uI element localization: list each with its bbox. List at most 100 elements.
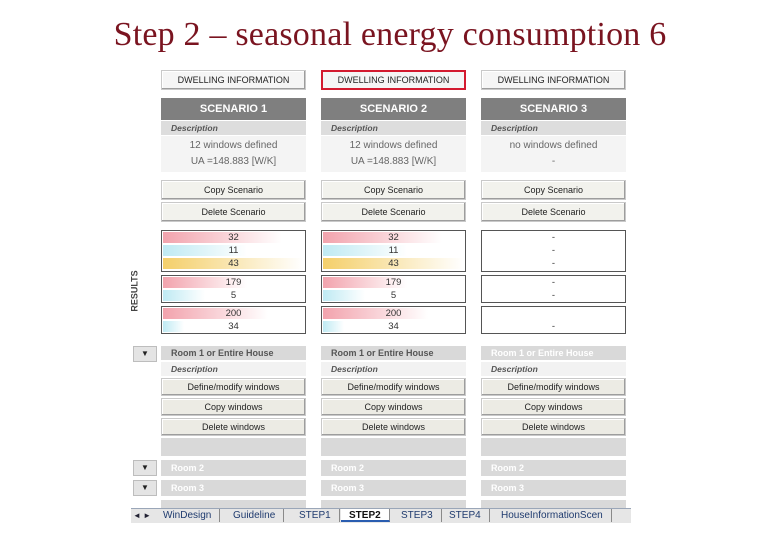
tab-guideline[interactable]: Guideline (225, 509, 285, 522)
define-windows-button[interactable]: Define/modify windows (481, 378, 626, 396)
gray-spacer (161, 438, 306, 456)
room2-dropdown-icon[interactable]: ▼ (133, 460, 157, 476)
delete-scenario-button[interactable]: Delete Scenario (481, 202, 626, 222)
define-windows-button[interactable]: Define/modify windows (161, 378, 306, 396)
scenario-header: SCENARIO 3 (481, 98, 626, 120)
room1-header: Room 1 or Entire House (321, 346, 466, 360)
description-line: UA =148.883 [W/K] (350, 156, 437, 167)
gray-spacer (481, 438, 626, 456)
result-bar (163, 277, 247, 288)
result-bar (163, 232, 282, 243)
results-box: 179 5 (321, 275, 466, 303)
result-row: - (482, 244, 625, 257)
copy-scenario-button[interactable]: Copy Scenario (161, 180, 306, 200)
room1-dropdown-icon[interactable]: ▼ (133, 346, 157, 362)
description-text: 12 windows defined UA =148.883 [W/K] (161, 136, 306, 172)
tab-step1[interactable]: STEP1 (291, 509, 340, 522)
tab-windesign[interactable]: WinDesign (155, 509, 221, 522)
sheet-tab-bar: ◄ ► WinDesign Guideline STEP1 STEP2 STEP… (131, 508, 631, 523)
description-header: Description (321, 121, 466, 135)
delete-scenario-button[interactable]: Delete Scenario (161, 202, 306, 222)
tab-house-information[interactable]: HouseInformationScen (493, 509, 612, 522)
dwelling-information-button[interactable]: DWELLING INFORMATION (161, 70, 306, 90)
room1-header: Room 1 or Entire House (161, 346, 306, 360)
room3-dropdown-icon[interactable]: ▼ (133, 480, 157, 496)
result-bar (323, 245, 407, 256)
result-row: 32 (322, 231, 465, 244)
result-value: 200 (225, 308, 242, 319)
result-value: 11 (228, 245, 239, 256)
result-row: 200 (322, 307, 465, 320)
result-bar (323, 308, 428, 319)
results-box: - - - (481, 230, 626, 272)
description-line: 12 windows defined (349, 140, 438, 151)
result-bar (163, 290, 205, 301)
copy-windows-button[interactable]: Copy windows (161, 398, 306, 416)
dwelling-information-button[interactable]: DWELLING INFORMATION (321, 70, 466, 90)
result-value: 34 (228, 321, 239, 332)
copy-windows-button[interactable]: Copy windows (481, 398, 626, 416)
result-value: 5 (390, 290, 397, 301)
room3-header: Room 3 (161, 480, 306, 496)
description-line: 12 windows defined (189, 140, 278, 151)
result-row: 34 (162, 320, 305, 333)
description-line: - (551, 156, 556, 167)
delete-scenario-button[interactable]: Delete Scenario (321, 202, 466, 222)
result-row: - (482, 257, 625, 270)
result-row: 43 (162, 257, 305, 270)
result-row: 11 (162, 244, 305, 257)
define-windows-button[interactable]: Define/modify windows (321, 378, 466, 396)
description-line: no windows defined (509, 140, 598, 151)
result-row: 200 (162, 307, 305, 320)
copy-windows-button[interactable]: Copy windows (321, 398, 466, 416)
result-value: - (551, 245, 556, 256)
description-line: UA =148.883 [W/K] (190, 156, 277, 167)
tab-step3[interactable]: STEP3 (393, 509, 442, 522)
result-value: 5 (230, 290, 237, 301)
result-row: - (482, 231, 625, 244)
result-row: 11 (322, 244, 465, 257)
result-row: 5 (162, 289, 305, 302)
gray-spacer (321, 500, 466, 508)
delete-windows-button[interactable]: Delete windows (481, 418, 626, 436)
result-row (482, 307, 625, 320)
result-bar (163, 245, 247, 256)
result-row: 34 (322, 320, 465, 333)
result-row: - (482, 289, 625, 302)
results-box: 32 11 43 (161, 230, 306, 272)
result-value: - (551, 277, 556, 288)
tab-step2[interactable]: STEP2 (341, 509, 390, 522)
result-value: 179 (225, 277, 242, 288)
gray-spacer (161, 500, 306, 508)
delete-windows-button[interactable]: Delete windows (161, 418, 306, 436)
gray-spacer (481, 500, 626, 508)
result-bar (323, 232, 442, 243)
tab-step4[interactable]: STEP4 (441, 509, 490, 522)
description-text: 12 windows defined UA =148.883 [W/K] (321, 136, 466, 172)
room3-header: Room 3 (321, 480, 466, 496)
room2-header: Room 2 (161, 460, 306, 476)
result-row: 43 (322, 257, 465, 270)
result-bar (323, 258, 463, 269)
result-value: 11 (388, 245, 399, 256)
copy-scenario-button[interactable]: Copy Scenario (321, 180, 466, 200)
room2-header: Room 2 (481, 460, 626, 476)
copy-scenario-button[interactable]: Copy Scenario (481, 180, 626, 200)
results-box: 200 34 (321, 306, 466, 334)
result-value: - (551, 321, 556, 332)
delete-windows-button[interactable]: Delete windows (321, 418, 466, 436)
result-value: 43 (388, 258, 399, 269)
results-label: RESULTS (130, 270, 140, 312)
tab-scroll-arrows-icon[interactable]: ◄ ► (133, 511, 152, 520)
results-box: - (481, 306, 626, 334)
results-box: 200 34 (161, 306, 306, 334)
result-value: - (551, 232, 556, 243)
result-row: 5 (322, 289, 465, 302)
dwelling-information-button[interactable]: DWELLING INFORMATION (481, 70, 626, 90)
result-bar (163, 308, 268, 319)
description-text: no windows defined - (481, 136, 626, 172)
result-value: - (551, 290, 556, 301)
gray-spacer (321, 438, 466, 456)
result-value: - (551, 258, 556, 269)
result-value: 43 (228, 258, 239, 269)
